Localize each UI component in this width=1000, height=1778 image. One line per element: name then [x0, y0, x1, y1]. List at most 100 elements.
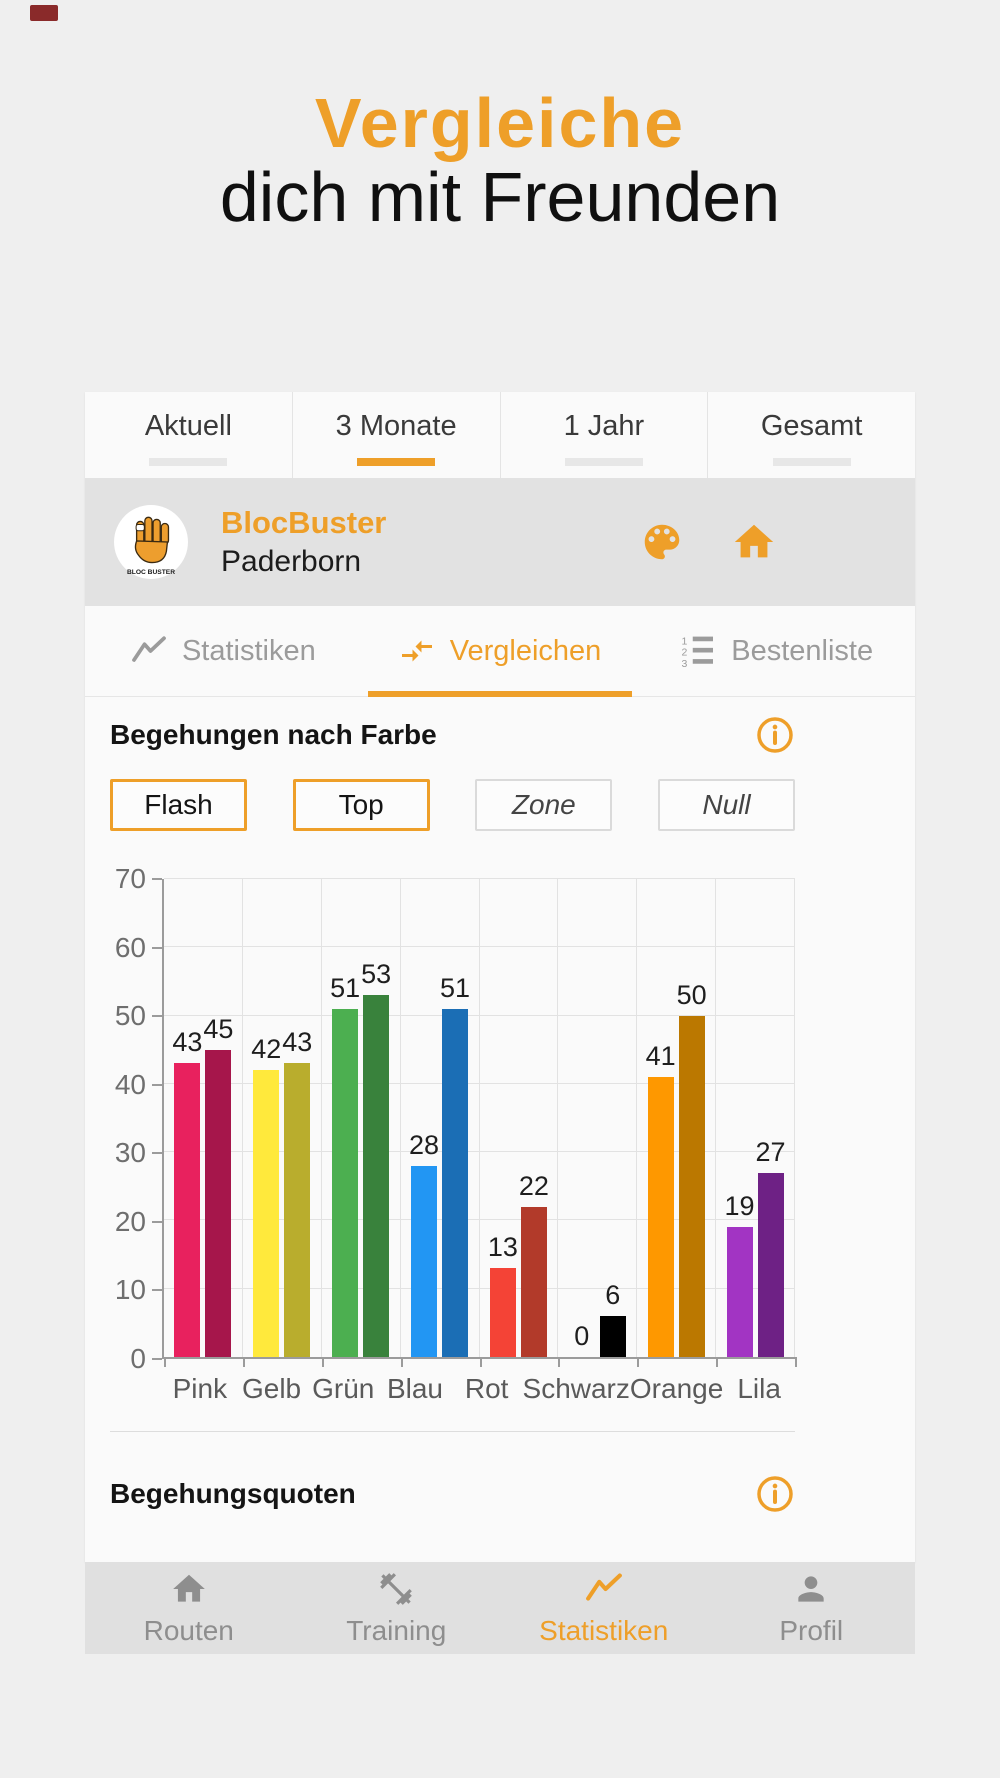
chart-plot: 43 45 42 43 51 53 28 51 13 22 0 6 41 50 19 27 — [162, 878, 797, 1367]
palette-icon[interactable] — [639, 519, 685, 565]
bar-value-label: 53 — [361, 959, 392, 990]
bar-blau-left-bars: 28 — [409, 1130, 439, 1357]
status-indicator — [30, 5, 58, 21]
gridline — [164, 946, 795, 948]
y-axis-tick — [152, 946, 162, 949]
section-divider — [110, 1431, 795, 1432]
svg-text:3: 3 — [682, 658, 688, 669]
quota-section-header: Begehungsquoten — [110, 1432, 795, 1556]
line-chart-icon — [132, 636, 166, 662]
y-axis-tick — [152, 1358, 162, 1360]
y-axis-tick — [152, 1152, 162, 1155]
y-axis-tick-label: 70 — [114, 863, 146, 894]
period-tab-3-monate[interactable]: 3 Monate — [293, 392, 501, 478]
filter-row: Flash Top Zone Null — [110, 779, 795, 831]
bar-rot-right-bars: 22 — [519, 1171, 549, 1357]
filter-button-null[interactable]: Null — [657, 779, 795, 831]
tab-bestenliste[interactable]: 1 2 3 Bestenliste — [638, 606, 915, 696]
page-title-line2: dich mit Freunden — [219, 158, 781, 237]
bar-value-label: 13 — [487, 1232, 518, 1263]
x-axis-tick — [637, 1357, 640, 1367]
period-tab-label: 1 Jahr — [563, 409, 645, 442]
period-tab-label: Gesamt — [760, 409, 863, 442]
chart-category-grün: 51 53 — [322, 879, 401, 1357]
x-axis-label: Orange — [629, 1373, 724, 1404]
bar-value-label: 50 — [676, 979, 707, 1010]
y-axis-tick — [152, 1083, 162, 1086]
home-icon[interactable] — [731, 519, 777, 565]
nav-training[interactable]: Training — [293, 1562, 501, 1654]
x-axis-label: Pink — [172, 1373, 228, 1404]
bar-grün-left-bars: 51 — [330, 973, 360, 1357]
y-axis-tick-label: 10 — [114, 1274, 146, 1306]
chart-category-lila: 19 27 — [716, 879, 795, 1357]
gridline — [164, 1014, 795, 1016]
period-tab-label: Aktuell — [144, 409, 232, 442]
info-icon[interactable] — [755, 715, 795, 755]
nav-label: Routen — [143, 1614, 234, 1646]
x-axis-tick — [321, 1357, 324, 1367]
x-axis-label: Rot — [464, 1373, 509, 1404]
gym-logo-text: BLOC BUSTER — [127, 569, 175, 576]
y-axis-tick-label: 20 — [114, 1205, 146, 1237]
filter-button-flash[interactable]: Flash — [110, 779, 247, 831]
period-tab-gesamt[interactable]: Gesamt — [708, 392, 915, 478]
period-tab-1-jahr[interactable]: 1 Jahr — [501, 392, 709, 478]
tab-label: Bestenliste — [731, 634, 874, 667]
tab-statistiken[interactable]: Statistiken — [85, 606, 362, 696]
period-tab-underline — [149, 458, 228, 466]
bar-lila-right-bars: 27 — [756, 1137, 786, 1357]
bar-value-label: 43 — [282, 1027, 313, 1058]
bar-value-label: 51 — [330, 972, 361, 1003]
y-axis-tick-label: 60 — [114, 931, 146, 963]
tab-vergleichen[interactable]: Vergleichen — [362, 606, 639, 697]
info-icon[interactable] — [755, 1474, 795, 1514]
nav-label: Profil — [779, 1614, 844, 1646]
bar-value-label: 19 — [724, 1191, 755, 1222]
bar-gelb-right-bars: 43 — [282, 1027, 312, 1357]
bar-value-label: 41 — [645, 1041, 676, 1072]
nav-routen[interactable]: Routen — [85, 1562, 293, 1654]
filter-button-zone[interactable]: Zone — [475, 779, 613, 831]
gym-logo: BLOC BUSTER — [114, 505, 188, 579]
gridline — [164, 878, 795, 879]
x-axis-label: Blau — [386, 1373, 443, 1404]
svg-text:1: 1 — [682, 635, 688, 647]
x-axis-tick — [479, 1357, 482, 1367]
bar-value-label: 43 — [172, 1027, 203, 1058]
period-tab-aktuell[interactable]: Aktuell — [85, 392, 293, 478]
stats-card: Aktuell 3 Monate 1 Jahr Gesamt BLOC BUSTER — [85, 392, 915, 1562]
chart-category-blau: 28 51 — [401, 879, 480, 1357]
bar-value-label: 22 — [518, 1170, 549, 1201]
chart-categories: 43 45 42 43 51 53 28 51 13 22 0 6 41 50 19 27 — [164, 879, 795, 1357]
ranked-list-icon: 1 2 3 — [682, 635, 714, 669]
gridline — [164, 1151, 795, 1153]
nav-label: Statistiken — [539, 1614, 669, 1646]
filter-button-top[interactable]: Top — [292, 779, 430, 831]
svg-text:2: 2 — [682, 647, 688, 659]
card-content: Begehungen nach Farbe Flash Top Zone Null 0… — [85, 697, 915, 1562]
compare-arrows-icon — [401, 640, 432, 662]
x-axis-tick — [795, 1357, 797, 1367]
bar-orange-left-bars: 41 — [646, 1041, 676, 1357]
nav-statistiken[interactable]: Statistiken — [500, 1562, 708, 1654]
bar-pink-left-bars: 43 — [172, 1027, 202, 1357]
x-axis-label: Lila — [737, 1373, 781, 1404]
y-axis-tick — [152, 1015, 162, 1018]
x-axis-tick — [242, 1357, 245, 1367]
y-axis-tick — [152, 1220, 162, 1223]
period-tab-underline — [772, 458, 851, 466]
tab-label: Vergleichen — [449, 634, 602, 667]
x-axis-label: Grün — [312, 1373, 375, 1404]
gym-name: BlocBuster — [221, 505, 387, 540]
x-axis-tick — [558, 1357, 561, 1367]
page-title-line1: Vergleiche — [314, 84, 686, 162]
bar-value-label: 6 — [605, 1280, 621, 1311]
y-axis-tick-label: 40 — [114, 1068, 146, 1100]
nav-label: Training — [346, 1614, 447, 1646]
x-axis-label: Gelb — [241, 1373, 302, 1404]
nav-profil[interactable]: Profil — [708, 1562, 916, 1654]
quota-section-title: Begehungsquoten — [110, 1478, 356, 1509]
